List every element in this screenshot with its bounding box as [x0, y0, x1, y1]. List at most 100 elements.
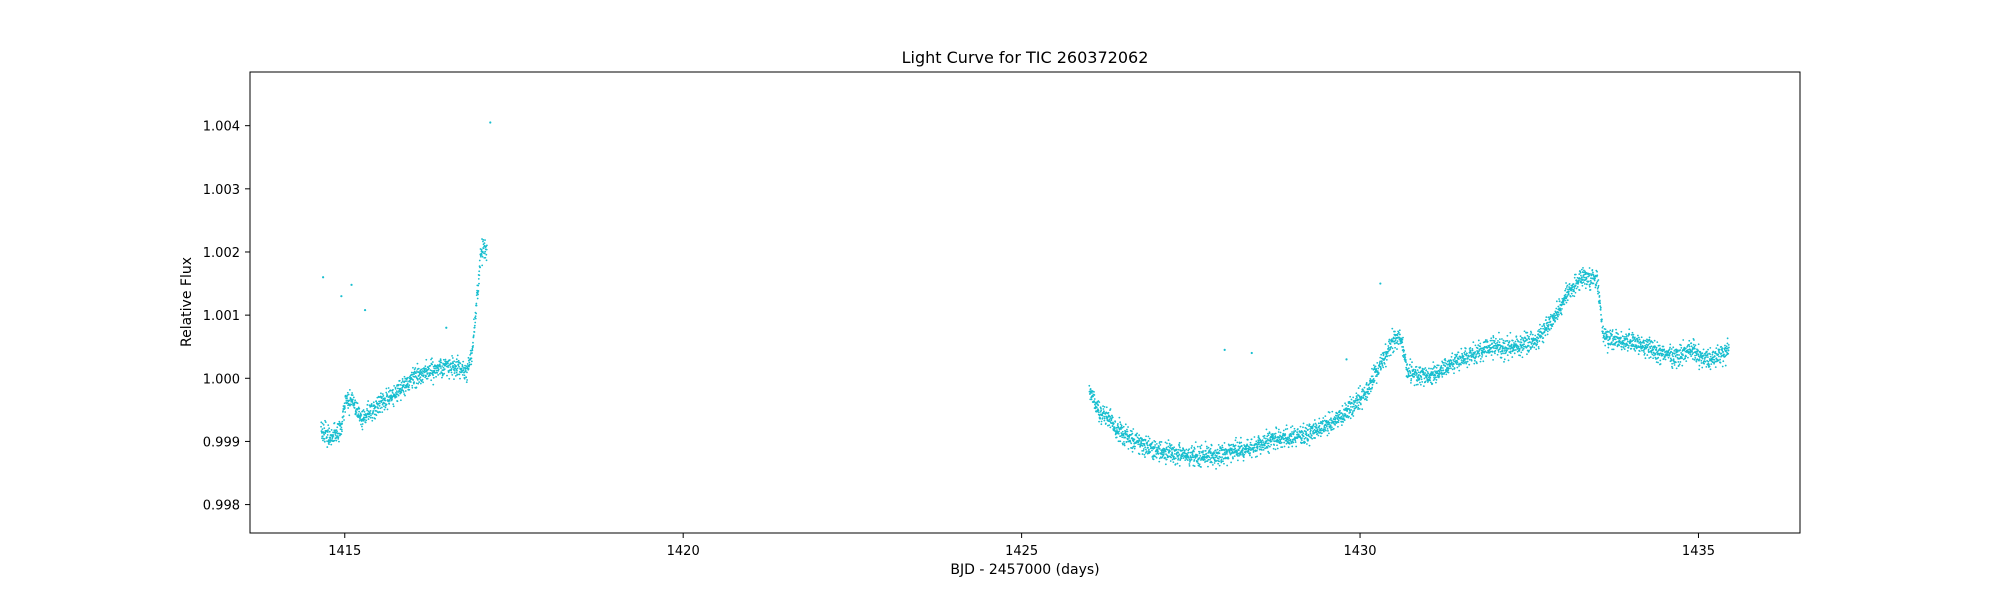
data-point [329, 436, 332, 439]
data-point [1193, 447, 1196, 450]
data-point [1109, 426, 1112, 429]
outlier-point [1250, 351, 1253, 355]
data-point [1170, 447, 1172, 450]
data-point [1375, 369, 1378, 372]
data-point [1413, 384, 1416, 387]
data-point [1319, 435, 1322, 438]
data-point [1362, 390, 1365, 393]
data-point [418, 381, 421, 383]
data-point [1418, 373, 1420, 376]
data-point [1537, 346, 1540, 348]
data-point [426, 377, 429, 380]
data-point [1307, 428, 1309, 431]
data-point [1642, 339, 1645, 342]
data-point [1503, 342, 1506, 345]
data-point [1554, 320, 1557, 323]
data-point [340, 433, 343, 436]
data-point [1552, 315, 1554, 318]
data-point [1623, 345, 1625, 347]
data-point [1236, 455, 1239, 457]
data-point [1203, 458, 1206, 461]
data-point [434, 367, 437, 370]
data-point [1466, 357, 1469, 360]
data-point [452, 364, 454, 367]
data-point [1311, 425, 1314, 428]
data-point [1545, 319, 1547, 321]
data-point [1565, 301, 1568, 304]
data-point [1543, 322, 1545, 325]
data-point [1602, 325, 1605, 328]
data-point [1608, 342, 1610, 345]
data-point [342, 415, 345, 418]
data-point [1643, 342, 1646, 344]
data-point [415, 382, 418, 385]
data-point [1615, 341, 1618, 343]
data-point [1662, 345, 1665, 348]
data-point [395, 395, 398, 398]
data-point [481, 264, 484, 267]
data-point [1491, 339, 1493, 342]
data-point [1599, 299, 1601, 302]
data-point [1695, 352, 1698, 355]
data-point [1219, 446, 1222, 449]
data-point [414, 367, 417, 369]
data-point [1648, 338, 1651, 341]
data-point [343, 405, 346, 407]
data-point [1449, 365, 1452, 368]
data-point [428, 367, 430, 370]
data-point [1119, 421, 1122, 424]
data-point [1416, 379, 1419, 382]
data-point [1431, 368, 1434, 370]
data-point [1339, 416, 1342, 419]
data-point [1479, 357, 1482, 360]
data-point [1546, 321, 1549, 324]
data-point [1503, 358, 1506, 361]
data-point [1099, 413, 1102, 416]
data-point [1324, 415, 1327, 418]
data-point [1292, 441, 1295, 444]
data-point [1290, 435, 1293, 438]
outlier-point [350, 283, 353, 286]
data-point [1154, 444, 1157, 446]
data-point [1267, 434, 1270, 437]
data-point [1688, 339, 1691, 342]
data-point [348, 389, 351, 391]
data-point [1154, 446, 1156, 448]
data-point [1145, 450, 1148, 453]
data-point [1668, 354, 1671, 357]
data-point [1595, 282, 1598, 284]
data-point [1245, 447, 1248, 450]
data-point [1669, 346, 1671, 349]
data-point [349, 404, 351, 407]
data-point [346, 397, 348, 399]
data-point [1189, 459, 1192, 462]
data-point [1420, 376, 1423, 378]
data-point [1256, 455, 1258, 458]
data-point [1356, 396, 1358, 399]
data-point [1236, 441, 1239, 444]
data-point [1585, 271, 1588, 274]
data-point [1484, 346, 1486, 349]
data-point [1513, 349, 1516, 352]
data-point [1688, 343, 1690, 346]
data-point [1672, 346, 1675, 349]
data-point [1450, 359, 1453, 362]
data-point [1381, 364, 1384, 367]
data-point [443, 362, 446, 365]
data-point [1706, 351, 1708, 353]
data-point [1606, 351, 1609, 354]
data-point [431, 361, 434, 363]
data-point [1545, 328, 1548, 331]
data-point [1340, 424, 1343, 427]
data-point [1567, 290, 1570, 293]
data-point [1370, 381, 1373, 384]
data-point [1670, 350, 1673, 353]
data-point [463, 377, 466, 380]
data-point [429, 374, 431, 377]
data-point [1289, 432, 1292, 435]
data-point [1679, 357, 1682, 360]
data-point [1571, 288, 1573, 291]
y-tick-label: 1.004 [203, 120, 240, 135]
data-point [1456, 366, 1459, 369]
data-point [1427, 372, 1430, 375]
